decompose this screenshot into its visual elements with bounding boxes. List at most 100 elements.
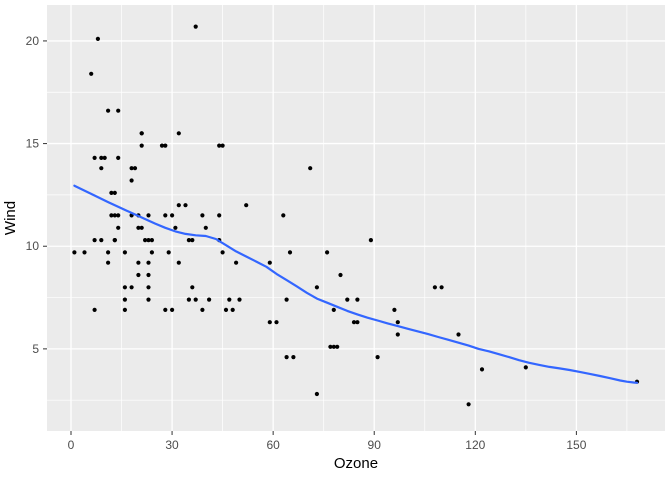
x-tick-label: 0 [68,438,75,452]
data-point [136,225,141,230]
data-point [230,307,235,312]
data-point [146,285,151,290]
data-point [92,238,97,243]
data-point [116,225,121,230]
data-point [163,213,168,218]
data-point [331,307,336,312]
data-point [220,250,225,255]
data-point [439,285,444,290]
data-point [146,213,151,218]
data-point [116,213,121,218]
data-point [186,238,191,243]
data-point [355,320,360,325]
data-point [136,260,141,265]
data-point [287,250,293,255]
data-point [331,344,336,349]
data-point [149,250,154,255]
axis-tick-marks [43,40,577,435]
data-point [328,344,333,349]
data-point [139,143,144,148]
data-point [176,260,181,265]
smooth-line-path [73,184,639,384]
data-point [176,203,181,208]
major-gridlines [47,5,665,431]
x-tick-label: 120 [465,438,485,452]
y-tick-label: 15 [26,137,40,151]
data-point [122,307,127,312]
data-point [122,250,127,255]
data-point [291,355,296,360]
data-point [281,213,286,218]
data-point [234,260,239,265]
minor-gridlines [47,5,665,431]
data-point [82,250,87,255]
data-point [200,213,205,218]
x-axis-title: Ozone [334,455,378,472]
y-tick-labels: 5 10 15 20 [26,34,40,356]
data-point [173,225,178,230]
data-point [308,166,313,171]
data-point [207,297,212,302]
data-point [193,24,198,29]
data-point [335,344,340,349]
data-point [92,155,97,160]
data-point [203,225,208,230]
data-point [106,260,111,265]
data-point [466,402,471,407]
data-point [267,260,272,265]
data-point [106,108,111,113]
data-point [351,320,357,325]
data-point [193,297,198,302]
data-point [129,285,134,290]
data-point [72,250,77,255]
data-point [217,213,222,218]
data-point [190,285,195,290]
data-point [116,155,121,160]
data-point [345,297,350,302]
data-point [170,307,175,312]
data-point [244,203,249,208]
data-point [95,36,100,42]
data-point [99,155,104,160]
data-point [92,307,97,312]
y-tick-label: 10 [26,239,40,253]
data-point [375,355,380,360]
data-point [217,143,222,148]
data-point [146,297,151,302]
data-point [106,250,111,255]
data-point [456,332,461,337]
data-point [139,225,144,230]
data-point [284,355,289,360]
data-point [190,238,195,243]
data-point [102,155,107,160]
data-point [112,213,117,218]
data-point [132,166,138,171]
data-point [523,365,528,370]
data-point [163,143,168,148]
data-point [314,391,319,397]
x-tick-labels: 0 30 60 90 120 150 [68,438,587,452]
data-point [146,272,151,278]
data-point [479,367,485,372]
data-point [139,131,144,136]
y-tick-label: 20 [26,34,40,48]
data-point [392,307,397,312]
data-point [432,285,437,290]
data-point [109,190,114,195]
data-point [200,307,205,312]
data-point [314,285,319,290]
data-point [237,297,242,302]
data-point [122,297,127,302]
data-point [116,108,121,113]
data-point [355,297,360,302]
data-point [136,272,141,278]
data-point [186,297,191,302]
data-point [166,250,171,255]
data-point [220,143,225,148]
data-point [146,260,151,265]
data-point [146,238,151,243]
data-point [129,166,134,171]
data-point [112,238,117,243]
